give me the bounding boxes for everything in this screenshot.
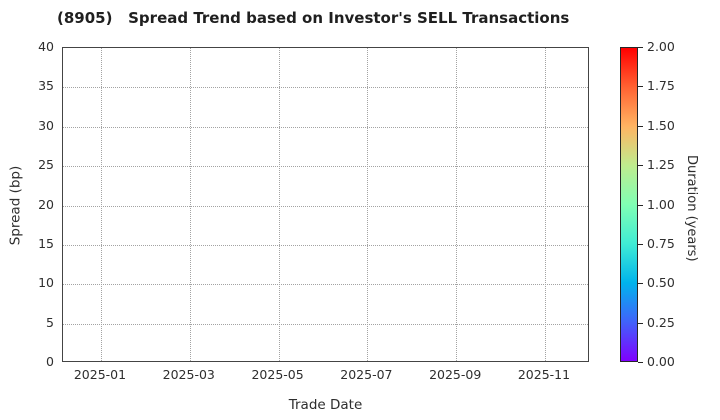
y-tick-label: 40 xyxy=(38,39,54,54)
colorbar-tick xyxy=(638,322,643,324)
colorbar-tick xyxy=(638,125,643,127)
x-tick-label: 2025-09 xyxy=(429,367,482,382)
x-tick-label: 2025-01 xyxy=(73,367,127,382)
colorbar-tick-label: 0.25 xyxy=(647,314,675,330)
x-gridline xyxy=(456,48,458,361)
colorbar-tick xyxy=(638,204,643,206)
y-tick-label: 0 xyxy=(46,354,54,369)
y-tick-label: 20 xyxy=(38,196,54,212)
x-tick-label: 2025-11 xyxy=(517,367,571,382)
y-gridline xyxy=(63,205,588,207)
colorbar-tick-label: 0.50 xyxy=(647,275,675,291)
x-tick-label: 2025-05 xyxy=(251,367,304,382)
y-gridline xyxy=(63,87,588,89)
x-gridline xyxy=(278,48,280,361)
colorbar-tick xyxy=(638,47,643,48)
y-tick-label: 10 xyxy=(38,275,54,291)
colorbar-tick xyxy=(638,283,643,285)
y-tick-label: 35 xyxy=(38,78,54,94)
colorbar-axis-label: Duration (years) xyxy=(684,154,699,262)
y-tick-label: 5 xyxy=(46,314,54,330)
y-gridline xyxy=(63,166,588,168)
colorbar-tick-label: 2.00 xyxy=(647,39,675,54)
colorbar xyxy=(620,47,638,362)
colorbar-tick xyxy=(638,243,643,245)
colorbar-tick-label: 0.00 xyxy=(647,354,675,369)
colorbar-tick-label: 1.00 xyxy=(647,196,675,212)
y-gridline xyxy=(63,244,588,246)
x-gridline xyxy=(544,48,546,361)
x-gridline xyxy=(100,48,102,361)
x-tick-label: 2025-03 xyxy=(162,367,215,382)
colorbar-tick-label: 1.75 xyxy=(647,78,675,94)
colorbar-tick xyxy=(638,86,643,88)
colorbar-tick xyxy=(638,362,643,363)
x-axis-label: Trade Date xyxy=(288,397,363,413)
x-tick-label: 2025-07 xyxy=(340,367,393,382)
colorbar-tick-label: 1.50 xyxy=(647,117,675,133)
chart-title: (8905) Spread Trend based on Investor's … xyxy=(57,9,570,27)
y-tick-label: 30 xyxy=(38,117,54,133)
colorbar-gradient xyxy=(621,48,637,361)
y-gridline xyxy=(63,323,588,325)
plot-area xyxy=(62,47,589,362)
y-gridline xyxy=(63,126,588,128)
y-gridline xyxy=(63,284,588,286)
x-gridline xyxy=(367,48,369,361)
colorbar-tick-label: 1.25 xyxy=(647,157,675,173)
colorbar-tick-label: 0.75 xyxy=(647,235,675,251)
y-tick-label: 25 xyxy=(38,157,54,173)
y-tick-label: 15 xyxy=(38,235,54,251)
x-gridline xyxy=(189,48,191,361)
colorbar-tick xyxy=(638,165,643,167)
